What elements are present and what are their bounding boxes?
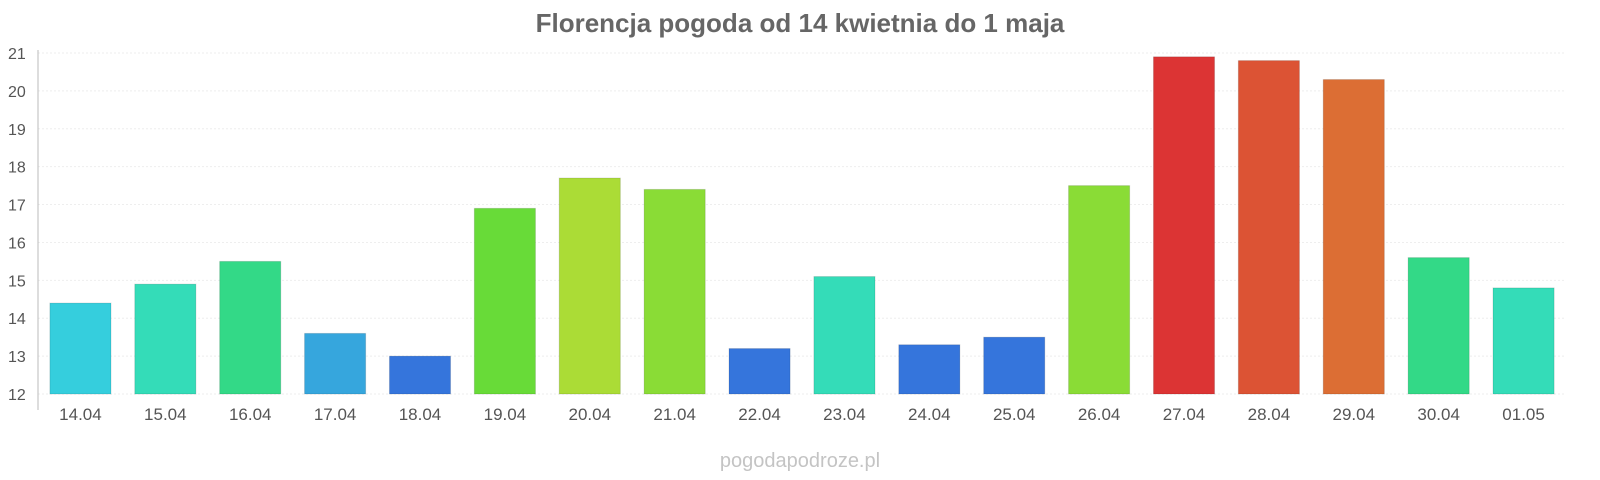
- bar-01.05: [1492, 287, 1555, 395]
- x-tick-label: 24.04: [908, 405, 951, 424]
- x-tick-label: 01.05: [1502, 405, 1545, 424]
- x-tick-label: 20.04: [569, 405, 612, 424]
- x-tick-label: 15.04: [144, 405, 187, 424]
- x-tick-label: 25.04: [993, 405, 1036, 424]
- bar-21.04: [643, 188, 706, 395]
- y-tick-label: 13: [8, 349, 26, 366]
- bar-17.04: [304, 332, 367, 395]
- y-tick-label: 12: [8, 387, 26, 404]
- x-tick-label: 26.04: [1078, 405, 1121, 424]
- bar-22.04: [728, 348, 791, 395]
- y-tick-label: 21: [8, 46, 26, 63]
- x-tick-label: 28.04: [1248, 405, 1291, 424]
- x-tick-label: 18.04: [399, 405, 442, 424]
- bar-18.04: [388, 355, 452, 395]
- y-tick-label: 18: [8, 160, 26, 177]
- chart-title: Florencja pogoda od 14 kwietnia do 1 maj…: [536, 8, 1065, 38]
- bar-24.04: [898, 344, 961, 395]
- x-tick-label: 30.04: [1417, 405, 1460, 424]
- y-axis-ticks: 12 13 14 15 16 17 18 19 20 21: [8, 46, 26, 404]
- bar-26.04: [1068, 185, 1131, 395]
- y-tick-label: 20: [8, 84, 26, 101]
- bars: [49, 56, 1555, 395]
- x-tick-label: 17.04: [314, 405, 357, 424]
- x-tick-label: 29.04: [1333, 405, 1376, 424]
- bar-20.04: [558, 177, 621, 395]
- grid-lines: [38, 52, 1566, 395]
- x-tick-label: 23.04: [823, 405, 866, 424]
- bar-25.04: [983, 336, 1046, 395]
- bar-30.04: [1407, 257, 1470, 395]
- y-tick-label: 16: [8, 235, 26, 252]
- y-tick-label: 17: [8, 198, 26, 215]
- bar-29.04: [1322, 79, 1385, 395]
- y-tick-label: 19: [8, 122, 26, 139]
- x-tick-label: 22.04: [738, 405, 781, 424]
- bar-16.04: [219, 260, 282, 395]
- x-tick-label: 14.04: [59, 405, 102, 424]
- bar-19.04: [473, 207, 536, 395]
- bar-15.04: [134, 283, 197, 395]
- watermark: pogodapodroze.pl: [720, 450, 880, 472]
- bar-23.04: [813, 276, 876, 395]
- x-tick-label: 16.04: [229, 405, 272, 424]
- x-tick-label: 27.04: [1163, 405, 1206, 424]
- x-tick-label: 19.04: [484, 405, 527, 424]
- x-tick-label: 21.04: [653, 405, 696, 424]
- bar-14.04: [49, 302, 112, 395]
- bar-28.04: [1237, 60, 1300, 395]
- bar-27.04: [1152, 56, 1216, 395]
- x-axis-ticks: 14.04 15.04 16.04 17.04 18.04 19.04 20.04 21.04…: [59, 405, 1545, 424]
- y-tick-label: 14: [8, 311, 26, 328]
- y-tick-label: 15: [8, 273, 26, 290]
